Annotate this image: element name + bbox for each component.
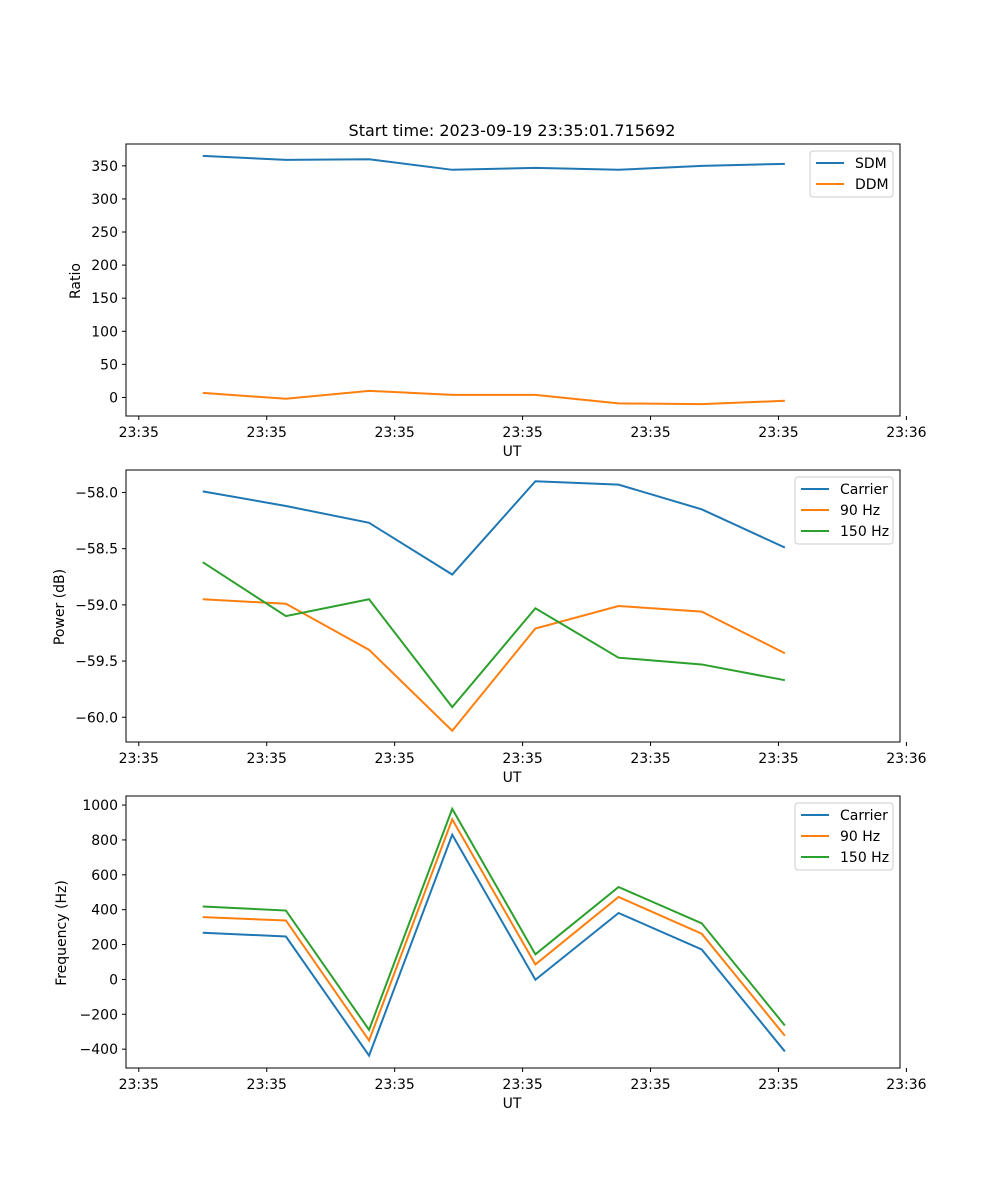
power-y-tick-label: −58.0 bbox=[75, 485, 118, 501]
power-x-tick-label: 23:35 bbox=[630, 751, 670, 767]
power-y-tick-label: −59.0 bbox=[75, 598, 118, 614]
frequency-x-tick-label: 23:35 bbox=[758, 1077, 798, 1093]
ratio-x-tick-label: 23:35 bbox=[630, 425, 670, 441]
frequency-x-tick-label: 23:36 bbox=[886, 1077, 926, 1093]
ratio-legend: SDM DDM bbox=[809, 150, 894, 198]
ratio-y-tick-label: 150 bbox=[91, 291, 118, 307]
power-plot-area bbox=[202, 480, 786, 733]
frequency-y-axis-label: Frequency (Hz) bbox=[54, 880, 70, 986]
frequency-x-tick-label: 23:35 bbox=[119, 1077, 159, 1093]
ratio-y-axis-label: Ratio bbox=[68, 263, 84, 299]
ratio-y-tick-label: 0 bbox=[109, 390, 118, 406]
power-x-tick-label: 23:35 bbox=[502, 751, 542, 767]
frequency-y-tick-label: 800 bbox=[91, 833, 118, 849]
frequency-x-axis-label: UT bbox=[503, 1096, 522, 1112]
chart-title: Start time: 2023-09-19 23:35:01.715692 bbox=[349, 121, 676, 140]
ratio-y-tick-label: 50 bbox=[100, 357, 118, 373]
power-series-line-carrier bbox=[202, 480, 786, 576]
ratio-legend-label-ddm: DDM bbox=[855, 177, 889, 193]
frequency-y-tick-label: 0 bbox=[109, 972, 118, 988]
ratio-plot-area bbox=[202, 154, 785, 406]
power-x-axis-label: UT bbox=[503, 770, 522, 786]
frequency-y-tick-label: 200 bbox=[91, 938, 118, 954]
frequency-series-line-90hz bbox=[202, 817, 786, 1043]
frequency-series-line-carrier bbox=[202, 832, 786, 1058]
ratio-x-tick-label: 23:35 bbox=[247, 425, 287, 441]
power-x-ticks: 23:35 23:35 23:35 23:35 23:35 23:35 23:36 bbox=[119, 742, 927, 767]
frequency-legend: Carrier 90 Hz 150 Hz bbox=[794, 802, 894, 871]
frequency-y-tick-label: 1000 bbox=[82, 798, 118, 814]
ratio-y-tick-label: 250 bbox=[91, 225, 118, 241]
ratio-y-tick-label: 100 bbox=[91, 324, 118, 340]
ratio-x-tick-label: 23:36 bbox=[886, 425, 926, 441]
ratio-y-tick-label: 200 bbox=[91, 258, 118, 274]
power-series-line-150hz bbox=[202, 561, 786, 709]
power-series-line-90hz bbox=[202, 598, 786, 733]
power-legend-label-150hz: 150 Hz bbox=[840, 524, 889, 540]
frequency-x-tick-label: 23:35 bbox=[630, 1077, 670, 1093]
power-legend-label-carrier: Carrier bbox=[840, 482, 888, 498]
power-axes-frame bbox=[125, 469, 901, 743]
frequency-legend-label-90hz: 90 Hz bbox=[840, 829, 880, 845]
power-x-tick-label: 23:36 bbox=[886, 751, 926, 767]
power-panel: −58.0−58.5−59.0−59.5−60.0 23:35 23:35 23:3… bbox=[52, 469, 927, 786]
power-x-tick-label: 23:35 bbox=[119, 751, 159, 767]
ratio-y-tick-label: 350 bbox=[91, 159, 118, 175]
ratio-series-line-ddm bbox=[202, 389, 785, 406]
frequency-legend-label-carrier: Carrier bbox=[840, 808, 888, 824]
power-x-tick-label: 23:35 bbox=[247, 751, 287, 767]
power-y-tick-label: −58.5 bbox=[75, 542, 118, 558]
ratio-x-tick-label: 23:35 bbox=[119, 425, 159, 441]
ratio-series-line-sdm bbox=[202, 154, 785, 171]
power-legend-frame bbox=[794, 476, 894, 545]
frequency-legend-frame bbox=[794, 802, 894, 871]
power-legend-label-90hz: 90 Hz bbox=[840, 503, 880, 519]
ratio-axes-frame bbox=[125, 143, 901, 417]
frequency-x-tick-label: 23:35 bbox=[374, 1077, 414, 1093]
ratio-legend-label-sdm: SDM bbox=[855, 156, 887, 172]
power-x-tick-label: 23:35 bbox=[758, 751, 798, 767]
ratio-y-tick-label: 300 bbox=[91, 192, 118, 208]
frequency-plot-area bbox=[202, 806, 786, 1058]
power-y-tick-label: −60.0 bbox=[75, 710, 118, 726]
power-y-tick-label: −59.5 bbox=[75, 654, 118, 670]
frequency-x-ticks: 23:35 23:35 23:35 23:35 23:35 23:35 23:36 bbox=[119, 1068, 927, 1093]
ratio-y-ticks: 0 50 100 150 200 250 300 350 bbox=[91, 159, 126, 406]
frequency-y-tick-label: 400 bbox=[91, 903, 118, 919]
frequency-y-tick-label: −400 bbox=[80, 1042, 118, 1058]
frequency-x-tick-label: 23:35 bbox=[247, 1077, 287, 1093]
frequency-y-tick-label: −200 bbox=[80, 1007, 118, 1023]
frequency-y-tick-label: 600 bbox=[91, 868, 118, 884]
ratio-x-axis-label: UT bbox=[503, 444, 522, 460]
frequency-y-ticks: 1000 800 600 400 200 0 −200 −400 bbox=[80, 798, 126, 1058]
power-x-tick-label: 23:35 bbox=[374, 751, 414, 767]
frequency-legend-label-150hz: 150 Hz bbox=[840, 850, 889, 866]
frequency-series-line-150hz bbox=[202, 806, 786, 1032]
power-y-ticks: −58.0 −58.5 −59.0 −59.5 −60.0 bbox=[75, 485, 126, 726]
power-y-axis-label: Power (dB) bbox=[52, 569, 68, 645]
ratio-x-ticks: 23:35 23:35 23:35 23:35 23:35 23:35 23:36 bbox=[119, 416, 927, 441]
frequency-x-tick-label: 23:35 bbox=[502, 1077, 542, 1093]
ratio-x-tick-label: 23:35 bbox=[374, 425, 414, 441]
ratio-x-tick-label: 23:35 bbox=[502, 425, 542, 441]
frequency-axes-frame bbox=[125, 795, 901, 1069]
ratio-x-tick-label: 23:35 bbox=[758, 425, 798, 441]
power-legend: Carrier 90 Hz 150 Hz bbox=[794, 476, 894, 545]
